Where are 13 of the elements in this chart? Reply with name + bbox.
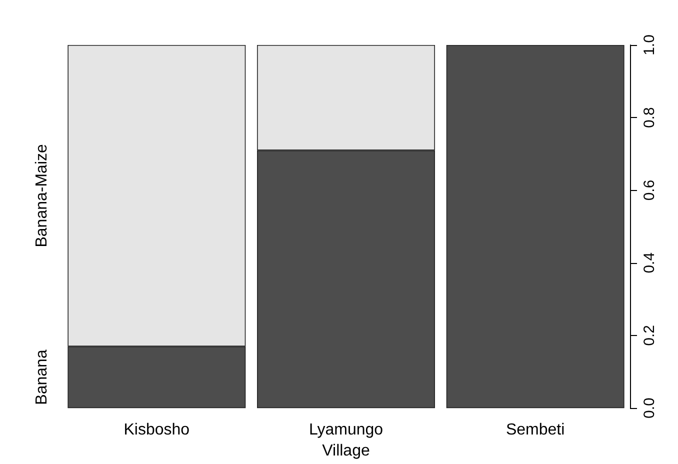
y-tick-label: 1.0 — [641, 34, 658, 56]
y-tick-label: 0.6 — [641, 180, 658, 201]
y-tick-label: 0.0 — [641, 398, 658, 419]
bar — [446, 45, 624, 408]
x-axis-title: Village — [322, 442, 370, 460]
x-tick-label: Sembeti — [506, 422, 565, 439]
y-tick-label: 0.8 — [641, 107, 658, 128]
text: Banana-Maize — [34, 144, 50, 248]
x-tick-label: Lyamungo — [308, 422, 384, 439]
y-tick-label: 0.2 — [641, 325, 658, 346]
x-tick-label: Kisbosho — [124, 422, 190, 439]
y-tick-label: 0.4 — [641, 252, 658, 274]
text: Banana — [34, 350, 50, 405]
